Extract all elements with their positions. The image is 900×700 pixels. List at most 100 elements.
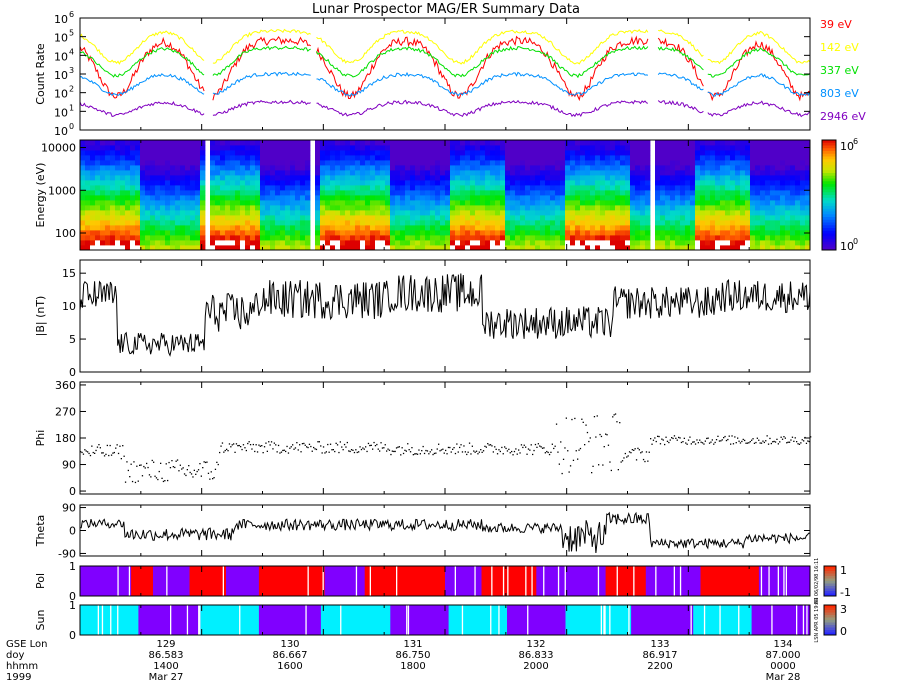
spectrogram-cell (620, 155, 626, 161)
phi-point (598, 464, 600, 466)
spectrogram-cell (520, 240, 526, 246)
spectrogram-cell (85, 220, 91, 226)
spectrogram-cell (695, 165, 701, 171)
spectrogram-cell (570, 150, 576, 156)
spectrogram-cell (175, 220, 181, 226)
phi-point (766, 435, 768, 437)
spectrogram-cell (425, 215, 431, 221)
phi-point (307, 446, 309, 449)
count-rate-series-1 (79, 28, 811, 65)
phi-point (560, 441, 562, 443)
spectrogram-cell (225, 160, 231, 166)
spectrogram-cell (170, 230, 176, 236)
spectrogram-cell (470, 165, 476, 171)
spectrogram-cell (630, 220, 636, 226)
spectrogram-cell (665, 160, 671, 166)
phi-point (379, 450, 381, 452)
spectrogram-cell (780, 215, 786, 221)
spectrogram-cell (415, 175, 421, 181)
spectrogram-cell (575, 245, 581, 251)
spectrogram-cell (295, 205, 301, 211)
colorbar-band (824, 610, 836, 613)
y-tick-label: 1 (69, 599, 76, 612)
phi-point (591, 472, 593, 474)
spectrogram-cell (300, 155, 306, 161)
spectrogram-cell (540, 240, 546, 246)
spectrogram-cell (240, 175, 246, 181)
spectrogram-cell (120, 170, 126, 176)
phi-point (363, 448, 365, 450)
phi-point (381, 447, 384, 449)
spectrogram-cell (680, 175, 686, 181)
spectrogram-cell (280, 245, 286, 251)
spectrogram-cell (760, 145, 766, 151)
spectrogram-cell (340, 185, 346, 191)
spectrogram-cell (170, 140, 176, 146)
spectrogram-cell (515, 240, 521, 246)
spectrogram-cell (355, 170, 361, 176)
phi-point (634, 448, 636, 450)
spectrogram-cell (150, 160, 156, 166)
spectrogram-cell (630, 155, 636, 161)
spectrogram-cell (685, 170, 691, 176)
phi-point (353, 451, 356, 454)
spectrogram-cell (690, 160, 696, 166)
colorbar-band (822, 159, 836, 163)
spectrogram-cell (355, 180, 361, 186)
y-tick-label: 270 (55, 405, 76, 418)
phi-point (610, 469, 612, 472)
spectrogram-cell (790, 150, 796, 156)
spectrogram-cell (130, 240, 136, 246)
spectrogram-cell (370, 200, 376, 206)
time-axis-hhmm: 1800 (400, 661, 425, 672)
spectrogram-cell (265, 200, 271, 206)
polarity-segment (153, 566, 190, 596)
spectrogram-cell (185, 200, 191, 206)
spectrogram-cell (455, 140, 461, 146)
spectrogram-cell (390, 185, 396, 191)
phi-point (328, 451, 330, 453)
spectrogram-cell (770, 245, 776, 251)
spectrogram-cell (295, 220, 301, 226)
spectrogram-cell (400, 145, 406, 151)
spectrogram-cell (780, 240, 786, 246)
spectrogram-cell (640, 240, 646, 246)
spectrogram-cell (485, 200, 491, 206)
spectrogram-cell (420, 235, 426, 241)
spectrogram-cell (290, 175, 296, 181)
spectrogram-cell (485, 225, 491, 231)
spectrogram-cell (695, 220, 701, 226)
spectrogram-cell (140, 190, 146, 196)
spectrogram-cell (250, 235, 256, 241)
spectrogram-cell (450, 165, 456, 171)
spectrogram-cell (195, 205, 201, 211)
colorbar-max-base: 10 (840, 140, 854, 153)
spectrogram-cell (410, 160, 416, 166)
spectrogram-cell (390, 240, 396, 246)
spectrogram-cell (200, 160, 206, 166)
spectrogram-cell (760, 235, 766, 241)
spectrogram-cell (560, 185, 566, 191)
spectrogram-cell (535, 190, 541, 196)
phi-point (334, 450, 336, 453)
phi-point (730, 443, 732, 445)
spectrogram-cell (285, 235, 291, 241)
phi-point (452, 448, 454, 450)
spectrogram-cell (280, 145, 286, 151)
spectrogram-cell (440, 230, 446, 236)
spectrogram-cell (775, 230, 781, 236)
spectrogram-cell (540, 230, 546, 236)
polarity-gap (222, 566, 224, 596)
spectrogram-cell (160, 215, 166, 221)
spectrogram-cell (460, 220, 466, 226)
spectrogram-cell (585, 180, 591, 186)
phi-point (687, 439, 690, 441)
spectrogram-cell (360, 245, 366, 251)
phi-point (508, 448, 510, 450)
spectrogram-cell (655, 170, 661, 176)
spectrogram-cell (235, 140, 241, 146)
phi-point (648, 451, 650, 453)
spectrogram-cell (315, 215, 321, 221)
spectrogram-cell (440, 175, 446, 181)
colorbar-band (824, 571, 836, 574)
